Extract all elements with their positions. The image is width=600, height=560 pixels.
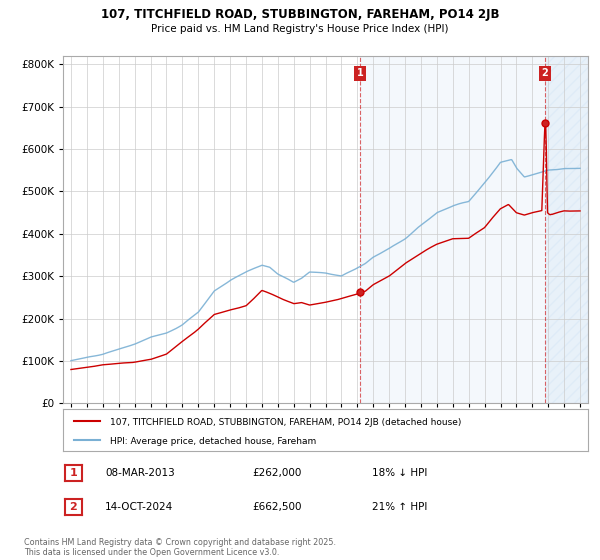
Text: £262,000: £262,000 xyxy=(252,468,301,478)
Bar xyxy=(360,56,588,403)
Text: 1: 1 xyxy=(70,468,77,478)
Text: 107, TITCHFIELD ROAD, STUBBINGTON, FAREHAM, PO14 2JB (detached house): 107, TITCHFIELD ROAD, STUBBINGTON, FAREH… xyxy=(110,418,461,427)
Text: 14-OCT-2024: 14-OCT-2024 xyxy=(105,502,173,512)
Text: 2: 2 xyxy=(70,502,77,512)
Text: Price paid vs. HM Land Registry's House Price Index (HPI): Price paid vs. HM Land Registry's House … xyxy=(151,24,449,34)
Text: 1: 1 xyxy=(357,68,364,78)
Text: Contains HM Land Registry data © Crown copyright and database right 2025.
This d: Contains HM Land Registry data © Crown c… xyxy=(24,538,336,557)
Text: 08-MAR-2013: 08-MAR-2013 xyxy=(105,468,175,478)
Text: 2: 2 xyxy=(542,68,548,78)
Text: 21% ↑ HPI: 21% ↑ HPI xyxy=(372,502,427,512)
Text: 18% ↓ HPI: 18% ↓ HPI xyxy=(372,468,427,478)
Bar xyxy=(545,56,588,403)
Text: 107, TITCHFIELD ROAD, STUBBINGTON, FAREHAM, PO14 2JB: 107, TITCHFIELD ROAD, STUBBINGTON, FAREH… xyxy=(101,8,499,21)
Text: £662,500: £662,500 xyxy=(252,502,302,512)
Text: HPI: Average price, detached house, Fareham: HPI: Average price, detached house, Fare… xyxy=(110,437,317,446)
